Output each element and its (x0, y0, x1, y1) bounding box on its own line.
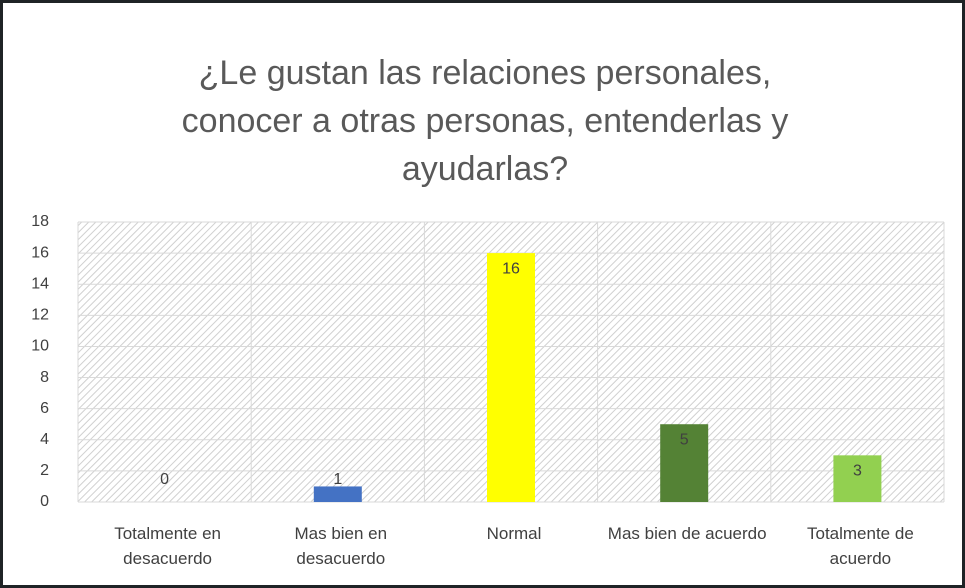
y-tick-label: 8 (40, 369, 49, 386)
y-tick-label: 12 (31, 307, 49, 324)
x-tick-label: Mas bien de acuerdo (607, 524, 767, 543)
bar (833, 455, 882, 502)
bar (487, 253, 535, 502)
data-label: 16 (502, 260, 520, 277)
x-tick-label: Normal (486, 524, 542, 543)
data-label: 5 (680, 431, 689, 448)
y-tick-label: 18 (31, 213, 49, 230)
chart-title: ¿Le gustan las relaciones personales, co… (181, 54, 789, 188)
data-label: 1 (333, 471, 342, 488)
x-tick-label: Totalmente de acuerdo (806, 524, 914, 568)
data-label: 0 (160, 471, 169, 488)
y-tick-label: 14 (31, 275, 49, 292)
y-tick-label: 4 (40, 431, 49, 448)
data-label: 3 (853, 463, 862, 480)
bar (313, 486, 362, 502)
y-tick-label: 6 (40, 400, 49, 417)
y-tick-label: 10 (31, 338, 49, 355)
y-tick-label: 2 (40, 462, 49, 479)
chart: 0 2 4 6 8 10 12 14 16 18 0 1 16 5 3 (31, 213, 945, 510)
x-tick-label: Mas bien en desacuerdo (294, 524, 388, 568)
y-tick-label: 0 (40, 493, 49, 510)
y-tick-label: 16 (31, 244, 49, 261)
x-tick-label: Totalmente en desacuerdo (114, 524, 221, 568)
bar (660, 424, 709, 502)
